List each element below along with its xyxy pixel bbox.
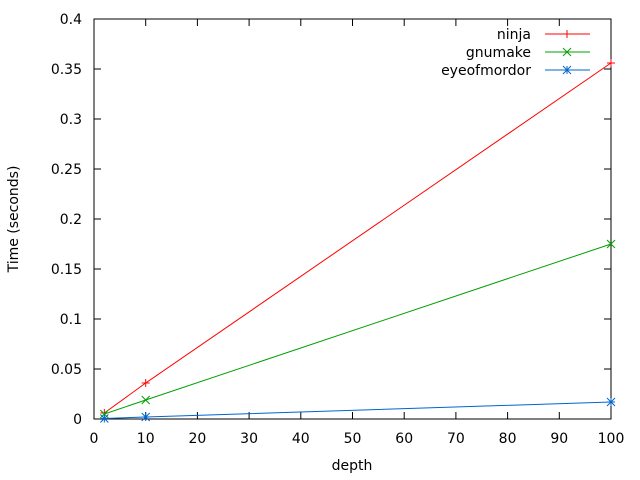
x-tick-label: 0 — [90, 431, 99, 447]
axis-ticks: 0 10 20 30 40 50 60 70 80 90 100 0 0.05 0.1 0.15 0.2 0.2… — [51, 12, 625, 447]
y-tick-label: 0 — [73, 412, 82, 428]
data-point-gnumake — [141, 395, 151, 405]
y-tick-label: 0.05 — [51, 362, 82, 378]
series-line-ninja — [104, 62, 612, 414]
data-point-ninja — [607, 59, 615, 67]
legend-label-gnumake: gnumake — [466, 45, 531, 61]
y-tick-label: 0.2 — [60, 212, 82, 228]
legend-label-eyeofmordor: eyeofmordor — [441, 63, 531, 79]
y-tick-label: 0.4 — [60, 12, 82, 28]
legend: ninja gnumake eyeofmordor — [441, 27, 590, 79]
data-point-eyeofmordor — [606, 397, 616, 407]
x-axis-label: depth — [332, 458, 373, 474]
y-tick-label: 0.3 — [60, 112, 82, 128]
series-line-eyeofmordor — [104, 401, 612, 419]
x-tick-label: 10 — [137, 431, 155, 447]
x-tick-label: 40 — [292, 431, 310, 447]
x-tick-label: 90 — [550, 431, 568, 447]
data-point-gnumake — [99, 409, 109, 419]
x-tick-label: 50 — [344, 431, 362, 447]
y-tick-label: 0.1 — [60, 312, 82, 328]
series-line-gnumake — [104, 243, 612, 415]
legend-label-ninja: ninja — [497, 27, 531, 43]
data-point-eyeofmordor — [141, 412, 151, 422]
data-point-eyeofmordor — [99, 414, 109, 423]
plot-frame — [93, 18, 612, 420]
legend-marker-ninja — [563, 30, 571, 38]
legend-marker-gnumake — [562, 47, 572, 57]
series-group — [99, 59, 616, 423]
y-tick-label: 0.25 — [51, 162, 82, 178]
x-tick-label: 30 — [240, 431, 258, 447]
y-tick-label: 0.35 — [51, 62, 82, 78]
data-point-ninja — [141, 379, 150, 387]
x-tick-label: 60 — [395, 431, 413, 447]
x-tick-label: 20 — [188, 431, 206, 447]
data-point-gnumake — [606, 239, 616, 249]
y-tick-label: 0.15 — [51, 262, 82, 278]
legend-marker-eyeofmordor — [562, 65, 572, 75]
x-tick-label: 80 — [499, 431, 517, 447]
x-tick-label: 70 — [447, 431, 465, 447]
x-tick-label: 100 — [598, 431, 625, 447]
y-axis-label: Time (seconds) — [6, 166, 22, 274]
